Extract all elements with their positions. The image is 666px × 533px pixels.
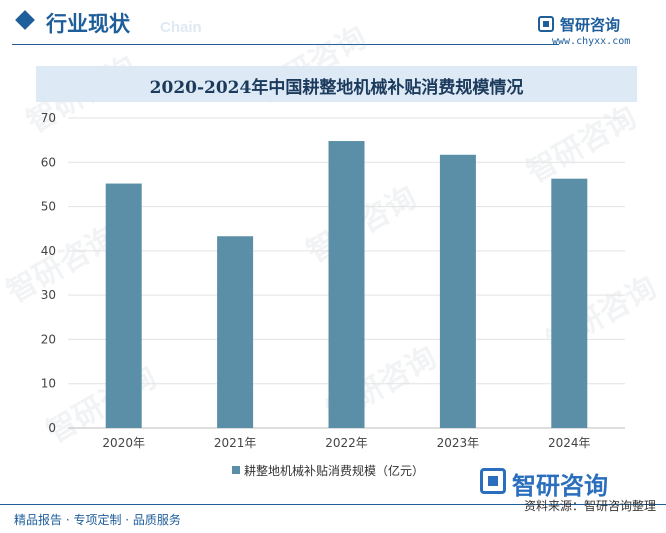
footer-source: 资料来源：智研咨询整理 [523,499,656,513]
y-tick-label: 50 [41,200,56,214]
chart-bars [105,141,588,428]
x-axis-ticks: 2020年 2021年 2022年 2023年 2024年 [102,436,590,450]
legend-swatch [232,466,240,474]
footer-divider [0,504,666,505]
footer-slogan: 精品报告 · 专项定制 · 品质服务 [14,513,181,527]
bar [551,178,588,428]
brand-url: www.chyxx.com [552,36,631,47]
x-tick-label: 2022年 [325,436,368,450]
bar [105,183,142,428]
y-axis-ticks: 0 10 20 30 40 50 60 70 [41,111,56,435]
x-tick-label: 2021年 [214,436,257,450]
header-ghost-text: Chain [160,19,202,36]
bar [328,141,365,428]
y-tick-label: 60 [41,155,56,169]
footer-logo-name: 智研咨询 [512,472,608,500]
page-header: 行业现状 Chain 智研咨询 www.chyxx.com [0,0,666,50]
header-divider [12,44,559,45]
y-tick-label: 20 [41,332,56,346]
bar [217,236,254,428]
brand-name: 智研咨询 [560,16,621,34]
brand: 智研咨询 www.chyxx.com [536,14,656,50]
section-title: 行业现状 [46,12,130,36]
chart-title: 2020-2024年中国耕整地机械补贴消费规模情况 [149,78,524,98]
logo-mark-icon [480,468,506,494]
legend-label: 耕整地机械补贴消费规模（亿元） [244,464,425,478]
y-tick-label: 10 [41,377,56,391]
x-tick-label: 2020年 [102,436,145,450]
brand-logo-icon [538,16,554,32]
y-tick-label: 40 [41,244,56,258]
chart-title-bar: 2020-2024年中国耕整地机械补贴消费规模情况 [36,66,637,102]
y-tick-label: 30 [41,288,56,302]
y-tick-label: 70 [41,111,56,125]
bar [439,154,476,428]
x-tick-label: 2024年 [548,436,591,450]
x-tick-label: 2023年 [437,436,480,450]
y-tick-label: 0 [48,421,56,435]
